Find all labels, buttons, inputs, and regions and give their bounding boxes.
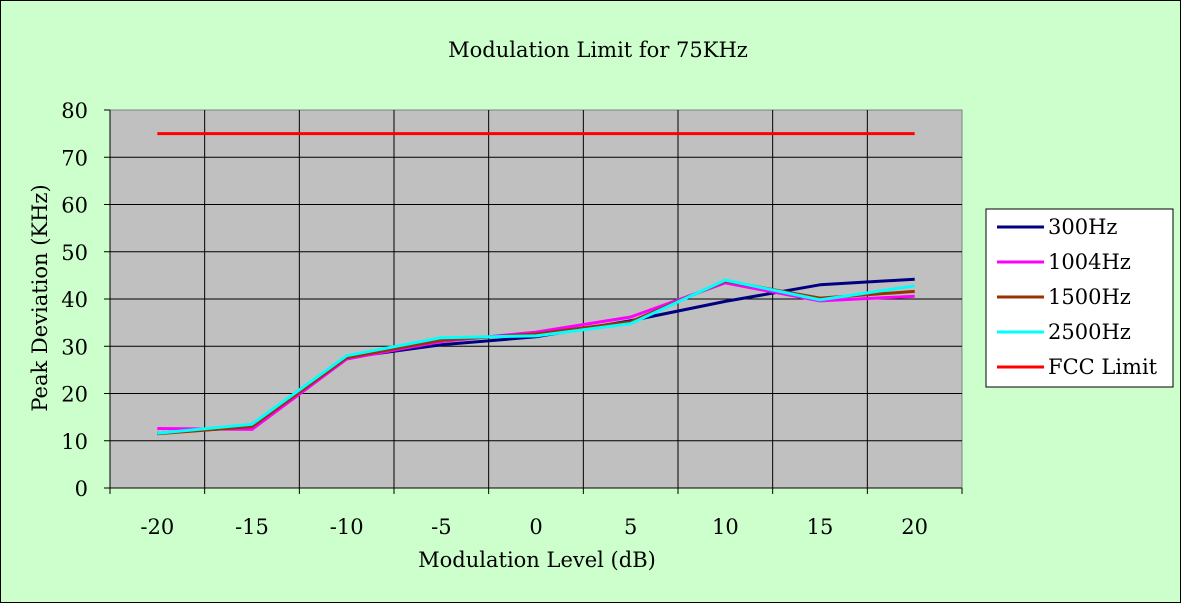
x-axis-label: Modulation Level (dB): [418, 548, 656, 572]
y-tick-label: 20: [61, 383, 88, 407]
series-line-1004hz: [157, 281, 915, 431]
y-tick-label: 70: [61, 146, 88, 170]
x-tick-label: -5: [431, 515, 451, 539]
axes: [104, 109, 963, 494]
y-tick-label: 80: [61, 99, 88, 123]
y-tick-label: 0: [75, 477, 88, 501]
legend: 300Hz 1004Hz 1500Hz 2500Hz FCC Limit: [985, 208, 1174, 388]
series-lines: [157, 132, 915, 436]
x-tick-label: 0: [529, 515, 542, 539]
x-tick-label: 10: [712, 515, 739, 539]
x-tick-labels: -20 -15 -10 -5 0 5 10 15 20: [140, 515, 928, 539]
legend-label-1500hz: 1500Hz: [1048, 285, 1131, 309]
y-axis-label: Peak Deviation (KHz): [28, 184, 52, 411]
legend-label-300hz: 300Hz: [1048, 215, 1117, 239]
y-tick-label: 50: [61, 241, 88, 265]
legend-label-1004hz: 1004Hz: [1048, 250, 1131, 274]
x-tick-label: -15: [235, 515, 269, 539]
y-tick-label: 40: [61, 288, 88, 312]
x-tick-label: 20: [901, 515, 928, 539]
series-line-2500hz: [157, 278, 915, 435]
y-tick-labels: 0 10 20 30 40 50 60 70 80: [61, 99, 88, 501]
y-tick-label: 30: [61, 335, 88, 359]
x-tick-label: -20: [140, 515, 174, 539]
legend-label-fcc-limit: FCC Limit: [1048, 355, 1158, 379]
x-tick-label: 15: [807, 515, 834, 539]
y-tick-label: 60: [61, 194, 88, 218]
x-tick-label: 5: [624, 515, 637, 539]
y-tick-label: 10: [61, 430, 88, 454]
x-tick-label: -10: [330, 515, 364, 539]
chart-title: Modulation Limit for 75KHz: [448, 38, 748, 62]
legend-label-2500hz: 2500Hz: [1048, 320, 1131, 344]
grid-lines: [110, 110, 962, 488]
